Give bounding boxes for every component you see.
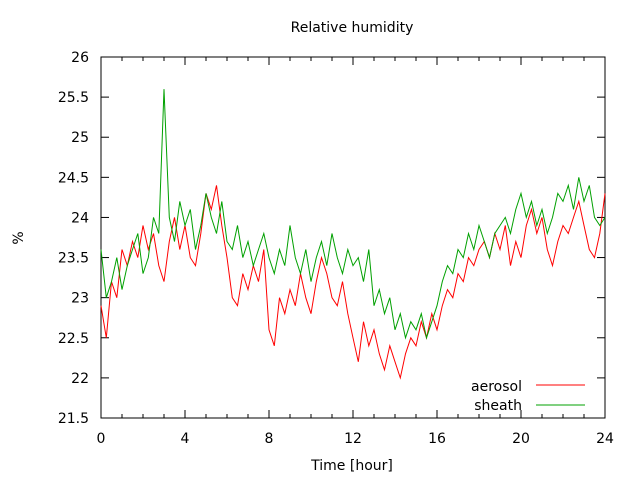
x-axis-label: Time [hour] <box>310 458 393 474</box>
y-tick-label: 25.5 <box>58 90 89 106</box>
y-tick-label: 21.5 <box>58 411 89 427</box>
x-tick-label: 8 <box>265 431 274 447</box>
y-tick-label: 22.5 <box>58 331 89 347</box>
x-tick-label: 16 <box>428 431 446 447</box>
x-axis-ticks: 0 4 8 12 16 20 24 <box>97 57 614 447</box>
series-line-aerosol <box>100 185 606 380</box>
y-axis-label: % <box>11 231 27 244</box>
y-tick-label: 24 <box>71 210 89 226</box>
series-line-sheath <box>100 89 606 340</box>
x-tick-label: 20 <box>512 431 530 447</box>
y-axis-ticks: 21.5 22 22.5 23 23.5 24 24.5 25 25.5 26 <box>58 50 605 427</box>
chart-title: Relative humidity <box>291 20 414 36</box>
legend-label-aerosol: aerosol <box>471 379 522 395</box>
series-layer <box>100 89 606 380</box>
legend: aerosol sheath <box>471 379 585 414</box>
y-tick-label: 24.5 <box>58 170 89 186</box>
y-tick-label: 23 <box>71 291 89 307</box>
x-tick-label: 4 <box>181 431 190 447</box>
y-tick-label: 26 <box>71 50 89 66</box>
y-tick-label: 25 <box>71 130 89 146</box>
legend-label-sheath: sheath <box>474 398 522 414</box>
x-tick-label: 12 <box>344 431 362 447</box>
plot-border <box>100 56 606 419</box>
x-tick-label: 0 <box>97 431 106 447</box>
y-tick-label: 22 <box>71 371 89 387</box>
x-tick-label: 24 <box>596 431 614 447</box>
y-tick-label: 23.5 <box>58 251 89 267</box>
plot-frame <box>100 56 606 419</box>
